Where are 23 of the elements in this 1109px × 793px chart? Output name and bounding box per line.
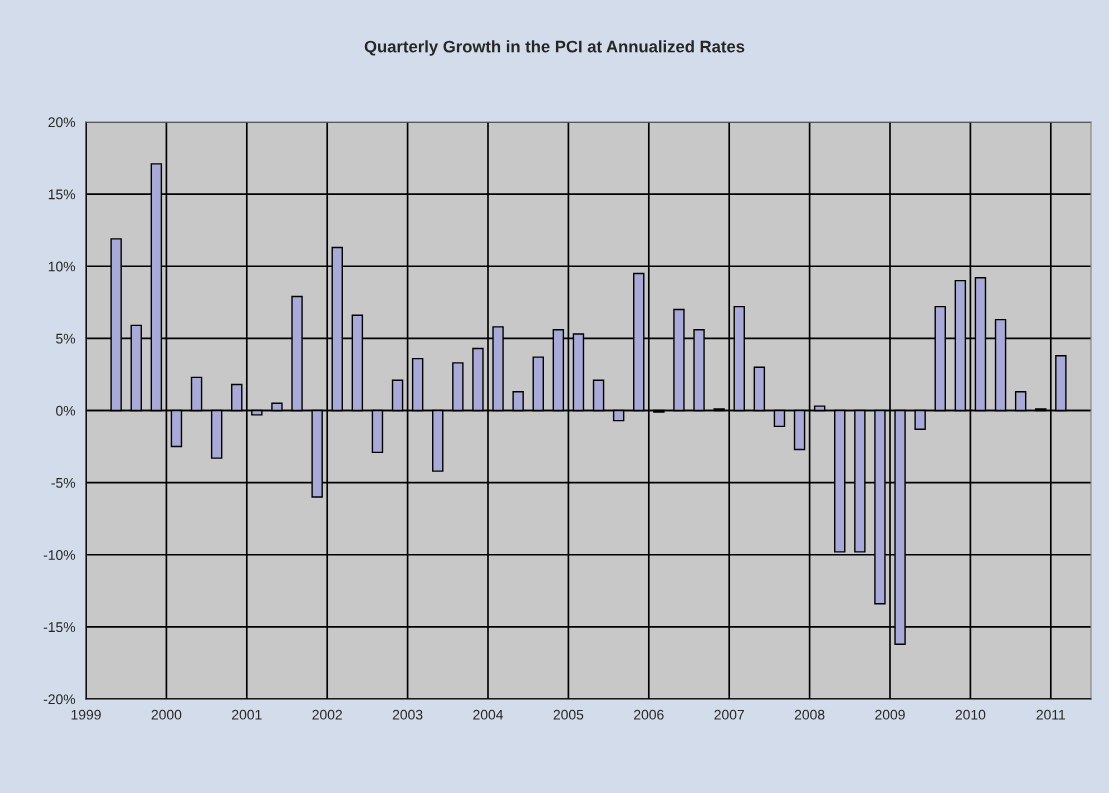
x-tick-label: 2004: [473, 709, 504, 720]
x-tick-label: 2009: [875, 709, 905, 720]
x-tick-label: 2010: [955, 709, 986, 720]
x-tick-label: 2003: [392, 709, 423, 720]
x-tick-label: 1999: [71, 709, 101, 720]
y-tick-label: 5%: [56, 333, 76, 344]
chart-title: Quarterly Growth in the PCI at Annualized Rates: [364, 40, 745, 56]
x-tick-label: 2002: [312, 709, 342, 720]
y-tick-label: 20%: [48, 117, 76, 128]
y-tick-label: -10%: [43, 550, 76, 560]
x-tick-label: 2011: [1036, 709, 1066, 720]
y-tick-label: -20%: [43, 694, 76, 705]
y-tick-label: 10%: [48, 261, 76, 272]
x-tick-label: 2008: [794, 709, 825, 720]
y-tick-label: 0%: [56, 405, 76, 416]
y-tick-label: -5%: [51, 478, 76, 488]
x-tick-label: 2007: [714, 709, 744, 720]
y-tick-label: 15%: [48, 189, 76, 200]
y-tick-label: -15%: [43, 622, 76, 633]
x-tick-label: 2006: [634, 709, 664, 720]
x-tick-label: 2000: [151, 709, 182, 720]
x-tick-label: 2001: [232, 709, 262, 720]
x-tick-label: 2005: [553, 709, 584, 720]
